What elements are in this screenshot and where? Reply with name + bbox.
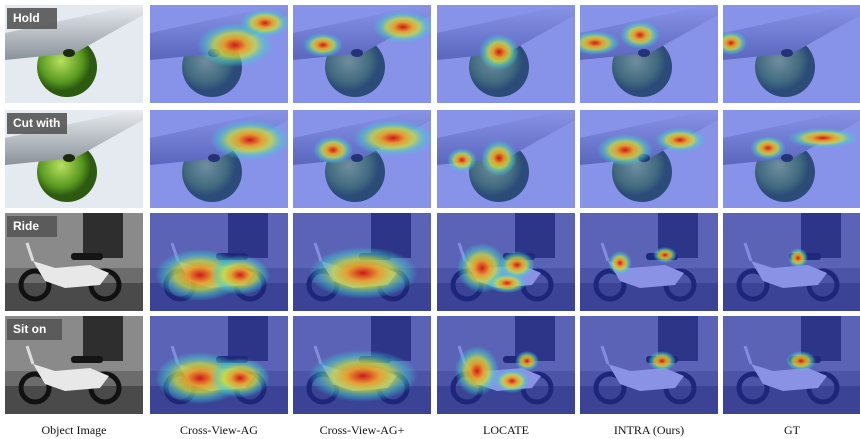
- heat-blob: [750, 136, 786, 160]
- heat-blob: [648, 351, 676, 371]
- heatmap-overlay: [580, 316, 718, 414]
- heat-blob: [308, 350, 418, 402]
- image-cell: [580, 316, 718, 414]
- heat-blob: [373, 11, 431, 43]
- heat-blob: [723, 31, 747, 55]
- image-cell: [723, 213, 860, 311]
- moto-body: [33, 261, 109, 288]
- column-label: Cross-View-AG+: [320, 423, 405, 437]
- image-cell: [150, 5, 288, 103]
- image-cell: [437, 213, 575, 311]
- seat: [71, 253, 103, 260]
- image-cell: [293, 110, 431, 208]
- heat-blob: [655, 128, 705, 152]
- image-cell: [580, 110, 718, 208]
- heatmap-overlay: [723, 5, 860, 103]
- wheel: [18, 371, 52, 405]
- heat-blob: [481, 140, 517, 176]
- door: [83, 213, 123, 258]
- knife-blade: [5, 5, 143, 60]
- image-cell: [293, 5, 431, 103]
- row-label-box: [7, 319, 62, 340]
- heat-blob: [786, 351, 816, 371]
- row-label-box: [7, 8, 57, 29]
- image-cell: [150, 110, 288, 208]
- heat-blob: [499, 251, 535, 279]
- heatmap-overlay: [580, 213, 718, 311]
- handlebar: [25, 242, 35, 262]
- heat-blob: [210, 358, 270, 398]
- moto-body: [33, 364, 109, 391]
- column-label: INTRA (Ours): [614, 423, 684, 437]
- heat-blob: [210, 255, 270, 295]
- row-label: Cut with: [13, 116, 60, 130]
- image-cell: [580, 213, 718, 311]
- heat-blob: [620, 21, 660, 49]
- image-cell: [437, 5, 575, 103]
- heat-blob: [494, 369, 530, 393]
- image-cell: [293, 316, 431, 414]
- heat-blob: [455, 346, 499, 396]
- image-cell: [437, 110, 575, 208]
- image-cell: [437, 316, 575, 414]
- column-label: Cross-View-AG: [180, 423, 258, 437]
- door: [83, 316, 123, 361]
- image-grid: [5, 5, 860, 414]
- image-cell: [5, 5, 143, 103]
- apple-stem: [63, 49, 75, 57]
- knife-blade: [5, 110, 143, 165]
- heat-blob: [608, 251, 632, 275]
- row-label: Hold: [13, 11, 40, 25]
- heatmap-overlay: [723, 110, 860, 208]
- heat-blob: [308, 247, 418, 299]
- row-label-box: [7, 113, 67, 134]
- labels: Hold Cut with Ride Sit on Object Image Cross-…: [7, 8, 801, 437]
- wheel: [18, 268, 52, 302]
- heat-blob: [597, 134, 653, 166]
- image-cell: [723, 316, 860, 414]
- heat-blob: [653, 247, 677, 263]
- image-cell: [150, 213, 288, 311]
- row-label: Sit on: [13, 322, 46, 336]
- heat-blob: [479, 34, 519, 70]
- heat-blob: [447, 148, 477, 172]
- row-label-box: [7, 216, 57, 237]
- heatmap-overlay: [580, 110, 718, 208]
- heat-blob: [788, 128, 858, 148]
- heat-blob: [515, 351, 539, 371]
- heat-blob: [303, 33, 343, 57]
- image-cell: [580, 5, 718, 103]
- heat-blob: [313, 136, 353, 164]
- image-cell: [293, 213, 431, 311]
- heat-blob: [353, 120, 431, 156]
- heat-blob: [580, 31, 620, 55]
- heat-blob: [788, 248, 808, 268]
- handlebar: [25, 345, 35, 365]
- image-cell: [150, 316, 288, 414]
- seat: [71, 356, 103, 363]
- column-label: LOCATE: [483, 423, 529, 437]
- image-cell: [723, 110, 860, 208]
- apple-stem: [63, 154, 75, 162]
- image-cell: [723, 5, 860, 103]
- heat-blob: [487, 273, 527, 293]
- column-label: GT: [784, 423, 801, 437]
- column-label: Object Image: [42, 423, 107, 437]
- heat-blob: [240, 9, 288, 37]
- image-cell: [5, 110, 143, 208]
- heat-blob: [210, 120, 288, 160]
- row-label: Ride: [13, 219, 39, 233]
